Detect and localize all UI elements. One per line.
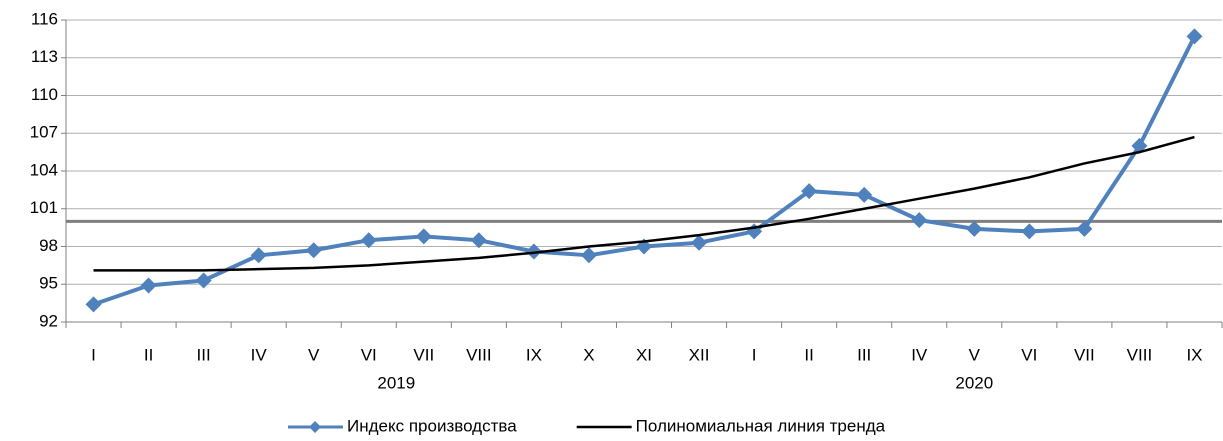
data-point xyxy=(911,212,928,229)
legend-label: Полиномиальная линия тренда xyxy=(636,416,886,435)
data-point xyxy=(1021,223,1038,240)
x-tick-label: IV xyxy=(251,345,268,364)
series-line xyxy=(93,135,1195,272)
x-tick-label: VIII xyxy=(466,345,492,364)
y-tick-label: 95 xyxy=(39,274,58,293)
x-tick-label: VIII xyxy=(1127,345,1153,364)
series-line xyxy=(92,35,1197,307)
y-tick-label: 107 xyxy=(30,123,58,142)
data-point xyxy=(85,296,102,313)
x-tick-label: II xyxy=(804,345,813,364)
y-tick-label: 101 xyxy=(30,198,58,217)
data-point xyxy=(1186,28,1203,45)
y-tick-label: 113 xyxy=(31,47,58,66)
x-tick-label: I xyxy=(91,345,96,364)
x-group-label: 2019 xyxy=(377,373,415,392)
x-tick-label: III xyxy=(857,345,871,364)
legend-marker xyxy=(309,421,321,433)
data-point xyxy=(856,186,873,203)
y-tick-label: 110 xyxy=(31,85,58,104)
data-point xyxy=(801,183,818,200)
x-tick-label: VII xyxy=(1074,345,1095,364)
x-tick-label: III xyxy=(197,345,211,364)
data-point xyxy=(415,228,432,245)
data-point xyxy=(470,232,487,249)
y-tick-label: 104 xyxy=(30,160,58,179)
x-tick-label: IX xyxy=(526,345,542,364)
data-point xyxy=(250,247,267,264)
data-point xyxy=(305,242,322,259)
x-tick-label: V xyxy=(308,345,320,364)
data-point xyxy=(966,220,983,237)
x-tick-label: V xyxy=(969,345,981,364)
x-tick-label: IV xyxy=(911,345,928,364)
x-group-label: 2020 xyxy=(955,373,993,392)
x-tick-label: VI xyxy=(361,345,377,364)
data-point xyxy=(360,232,377,249)
data-point xyxy=(580,247,597,264)
legend-label: Индекс производства xyxy=(347,416,517,435)
y-tick-label: 116 xyxy=(31,9,58,28)
data-point xyxy=(691,234,708,251)
x-tick-label: VII xyxy=(413,345,434,364)
data-point xyxy=(1076,220,1093,237)
x-tick-label: XII xyxy=(689,345,710,364)
data-point xyxy=(195,272,212,289)
x-tick-label: VI xyxy=(1021,345,1037,364)
x-tick-label: X xyxy=(583,345,594,364)
x-tick-label: IX xyxy=(1186,345,1202,364)
x-tick-label: II xyxy=(144,345,153,364)
data-point xyxy=(140,277,157,294)
x-tick-label: XI xyxy=(636,345,652,364)
data-point xyxy=(525,243,542,260)
y-tick-label: 98 xyxy=(39,236,58,255)
y-tick-label: 92 xyxy=(39,311,58,330)
x-tick-label: I xyxy=(752,345,757,364)
